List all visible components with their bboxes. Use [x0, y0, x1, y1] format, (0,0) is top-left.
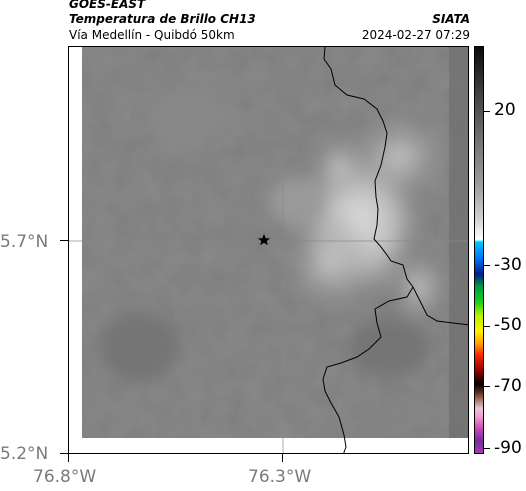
- colorbar-tick: [484, 326, 490, 327]
- colorbar-tick: [484, 448, 490, 449]
- datetime-label: 2024-02-27 07:29: [361, 28, 470, 42]
- region-label: Vía Medellín - Quibdó 50km: [69, 28, 235, 42]
- colorbar-label: -50: [494, 315, 522, 335]
- lat-tick-1: [60, 240, 68, 241]
- colorbar-tick: [484, 386, 490, 387]
- cloud-mass: [99, 87, 454, 382]
- colorbar-tick: [484, 111, 490, 112]
- colorbar-label: 20: [494, 100, 516, 120]
- lat-label-1: 5.7°N: [0, 232, 49, 252]
- lon-tick-1: [68, 454, 69, 462]
- lon-tick-2: [282, 454, 283, 462]
- lat-label-2: 5.2°N: [0, 444, 49, 464]
- colorbar: [474, 46, 484, 454]
- lon-label-2: 76.3°W: [248, 467, 312, 487]
- product-title: Temperatura de Brillo CH13: [69, 12, 256, 26]
- colorbar-label: -30: [494, 255, 522, 275]
- lat-tick-2: [60, 453, 68, 454]
- colorbar-label: -90: [494, 438, 522, 458]
- agency-label: SIATA: [432, 12, 470, 26]
- colorbar-tick: [484, 265, 490, 266]
- map-panel[interactable]: [68, 46, 469, 454]
- colorbar-label: -70: [494, 376, 522, 396]
- satellite-title: GOES-EAST: [69, 0, 146, 11]
- map-svg: [69, 47, 468, 453]
- lon-label-1: 76.8°W: [33, 467, 97, 487]
- boundary-line: [323, 47, 468, 326]
- star-icon: [258, 234, 270, 246]
